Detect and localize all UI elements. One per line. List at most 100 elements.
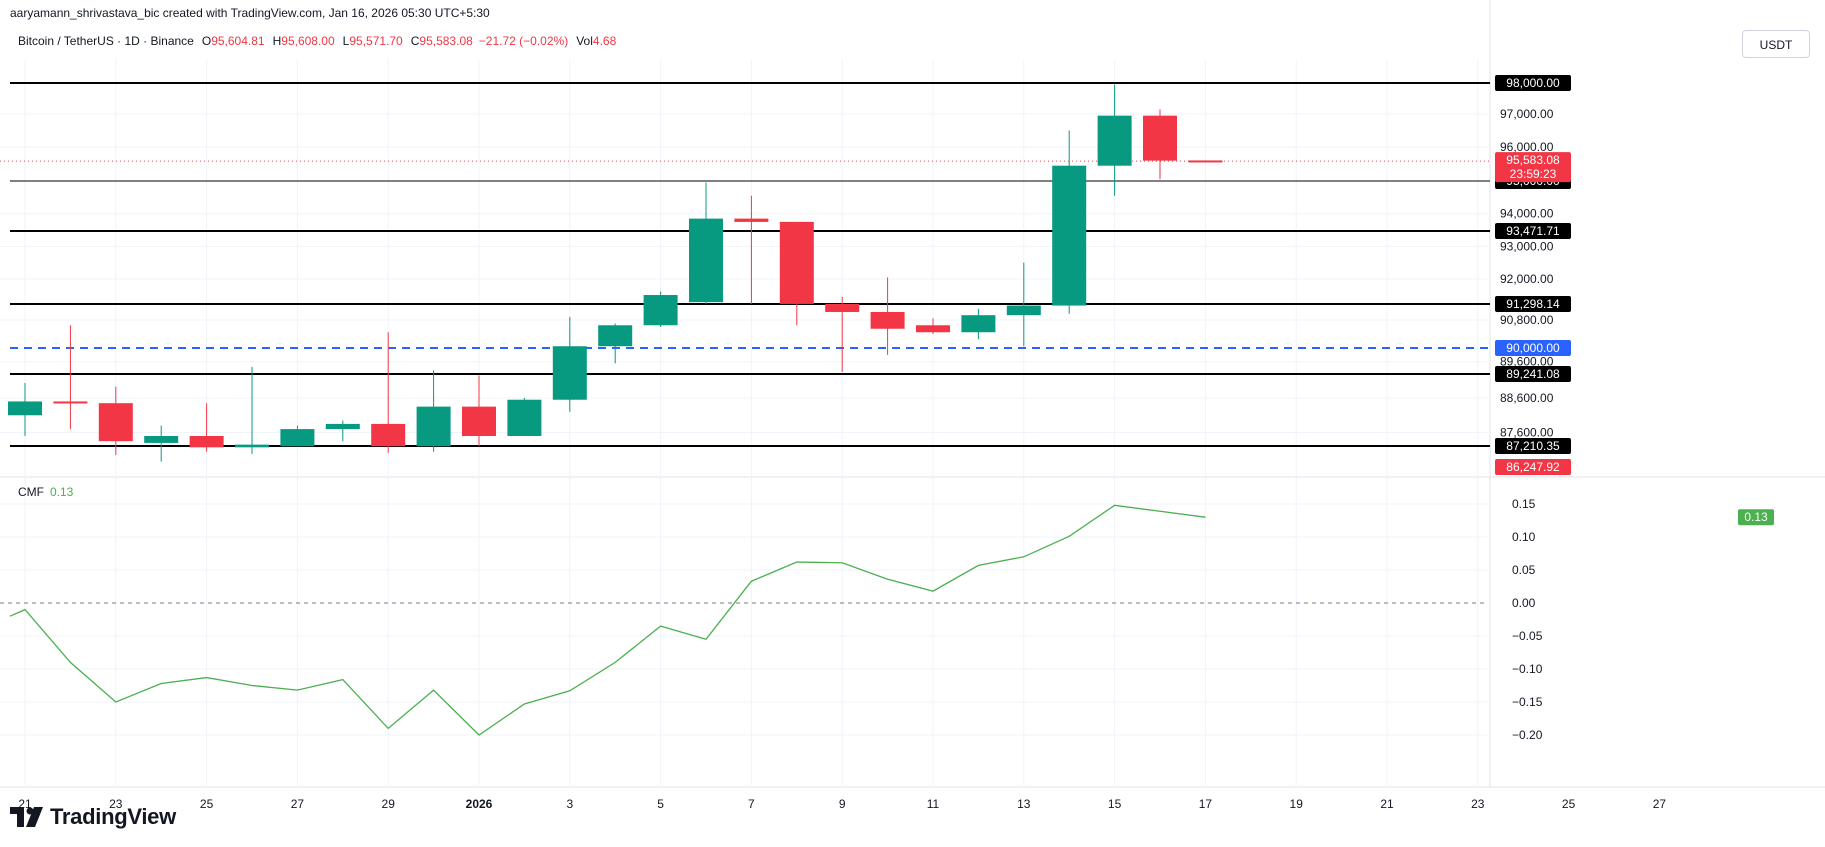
candle[interactable]	[462, 375, 496, 447]
tradingview-wordmark: TradingView	[50, 804, 176, 829]
time-tick-label: 5	[657, 797, 664, 811]
candle-body	[371, 423, 406, 447]
candle-body	[689, 218, 723, 303]
candle[interactable]	[870, 277, 905, 355]
candle-body	[825, 303, 860, 312]
level-label: 91,298.14	[1506, 297, 1560, 311]
time-tick-label: 15	[1108, 797, 1122, 811]
candle[interactable]	[1143, 109, 1177, 180]
candle[interactable]	[1188, 160, 1223, 163]
attribution-text: aaryamann_shrivastava_bic created with T…	[10, 6, 490, 20]
candle[interactable]	[825, 296, 860, 372]
tradingview-logo[interactable]: TradingView	[10, 804, 176, 830]
cmf-tick-label: 0.05	[1512, 563, 1536, 577]
close-label: C	[410, 34, 420, 48]
low-price-label-bg	[1495, 459, 1571, 475]
candle[interactable]	[53, 325, 88, 430]
candle-body	[1188, 160, 1223, 163]
low-label: L	[342, 34, 350, 48]
candle-body	[734, 218, 769, 222]
candle[interactable]	[643, 291, 678, 327]
candle-body	[144, 435, 179, 443]
level-label: 98,000.00	[1506, 76, 1560, 90]
time-tick-label: 19	[1290, 797, 1304, 811]
candle[interactable]	[734, 195, 769, 304]
price-tick-label: 87,600.00	[1500, 426, 1554, 440]
candle-body	[462, 406, 496, 436]
candle-body	[870, 311, 905, 329]
level-label-bg	[1495, 296, 1571, 312]
close-value: 95,583.08	[419, 34, 473, 48]
time-tick-label: 17	[1199, 797, 1213, 811]
bar-countdown: 23:59:23	[1510, 167, 1557, 181]
time-tick-label: 27	[291, 797, 305, 811]
time-tick-label: 29	[382, 797, 396, 811]
candle[interactable]	[416, 370, 451, 452]
price-tick-label: 89,600.00	[1500, 355, 1554, 369]
tradingview-logo-icon	[10, 807, 43, 827]
candle[interactable]	[779, 221, 814, 326]
candle[interactable]	[1006, 262, 1041, 347]
candle-body	[325, 423, 360, 430]
price-tick-label: 96,000.00	[1500, 140, 1554, 154]
symbol-name[interactable]: Bitcoin / TetherUS · 1D · Binance	[18, 34, 194, 48]
last-price-label: 95,583.08	[1506, 153, 1560, 167]
cmf-line[interactable]	[9, 504, 1206, 736]
candle-body	[916, 325, 950, 333]
cmf-tick-label: −0.05	[1512, 629, 1543, 643]
level-label-bg	[1495, 366, 1571, 382]
candle[interactable]	[189, 403, 224, 452]
candle[interactable]	[552, 316, 587, 412]
candle[interactable]	[507, 398, 542, 436]
cmf-value-label-bg	[1738, 509, 1774, 526]
candle-body	[552, 346, 587, 400]
candle-body	[189, 435, 224, 448]
candle[interactable]	[144, 425, 179, 462]
level-label-bg	[1495, 438, 1571, 454]
currency-selector[interactable]: USDT	[1742, 30, 1810, 58]
candle[interactable]	[325, 420, 360, 442]
level-label: 93,471.71	[1506, 224, 1560, 238]
time-tick-label: 25	[200, 797, 214, 811]
candle[interactable]	[916, 318, 950, 334]
candle-body	[1097, 115, 1132, 166]
time-tick-label: 7	[748, 797, 755, 811]
candle-body	[1143, 115, 1177, 161]
cmf-value-label: 0.13	[1744, 510, 1768, 524]
volume-label: Vol	[576, 34, 593, 48]
cmf-tick-label: −0.20	[1512, 728, 1543, 742]
candle[interactable]	[98, 386, 133, 455]
time-tick-label: 3	[566, 797, 573, 811]
candle[interactable]	[1097, 84, 1132, 196]
cmf-name: CMF	[18, 485, 44, 499]
cmf-legend[interactable]: CMF 0.13	[18, 485, 73, 499]
candle[interactable]	[598, 323, 633, 364]
candle-body	[416, 406, 451, 447]
candle[interactable]	[961, 308, 996, 340]
candle-body	[1006, 305, 1041, 316]
cmf-tick-label: 0.00	[1512, 596, 1536, 610]
candle[interactable]	[371, 332, 406, 453]
candle[interactable]	[235, 366, 269, 454]
high-label: H	[272, 34, 282, 48]
candle[interactable]	[280, 425, 315, 447]
candle-body	[235, 444, 269, 448]
level-label-bg	[1495, 223, 1571, 239]
candle[interactable]	[689, 182, 723, 304]
candle-body	[280, 429, 315, 447]
time-tick-label: 21	[1380, 797, 1394, 811]
price-tick-label: 93,000.00	[1500, 239, 1554, 253]
change-value: −21.72 (−0.02%)	[478, 34, 569, 48]
time-tick-label: 11	[927, 797, 940, 811]
cmf-tick-label: −0.10	[1512, 662, 1543, 676]
level-label-bg	[1495, 340, 1571, 356]
candle-body	[643, 295, 678, 326]
candle-body	[53, 401, 88, 404]
candle[interactable]	[1052, 130, 1087, 314]
candle[interactable]	[8, 383, 42, 436]
candle-body	[961, 315, 996, 333]
price-tick-label: 94,000.00	[1500, 207, 1554, 221]
level-label-bg	[1495, 75, 1571, 91]
cmf-tick-label: 0.10	[1512, 530, 1536, 544]
